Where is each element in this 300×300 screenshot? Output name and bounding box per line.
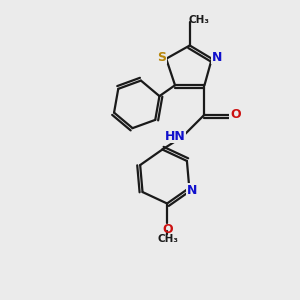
Text: HN: HN <box>165 130 185 143</box>
Text: CH₃: CH₃ <box>189 15 210 26</box>
Text: N: N <box>212 51 222 64</box>
Text: O: O <box>163 223 173 236</box>
Text: N: N <box>186 184 197 197</box>
Text: S: S <box>157 51 166 64</box>
Text: CH₃: CH₃ <box>158 234 178 244</box>
Text: O: O <box>230 108 241 121</box>
